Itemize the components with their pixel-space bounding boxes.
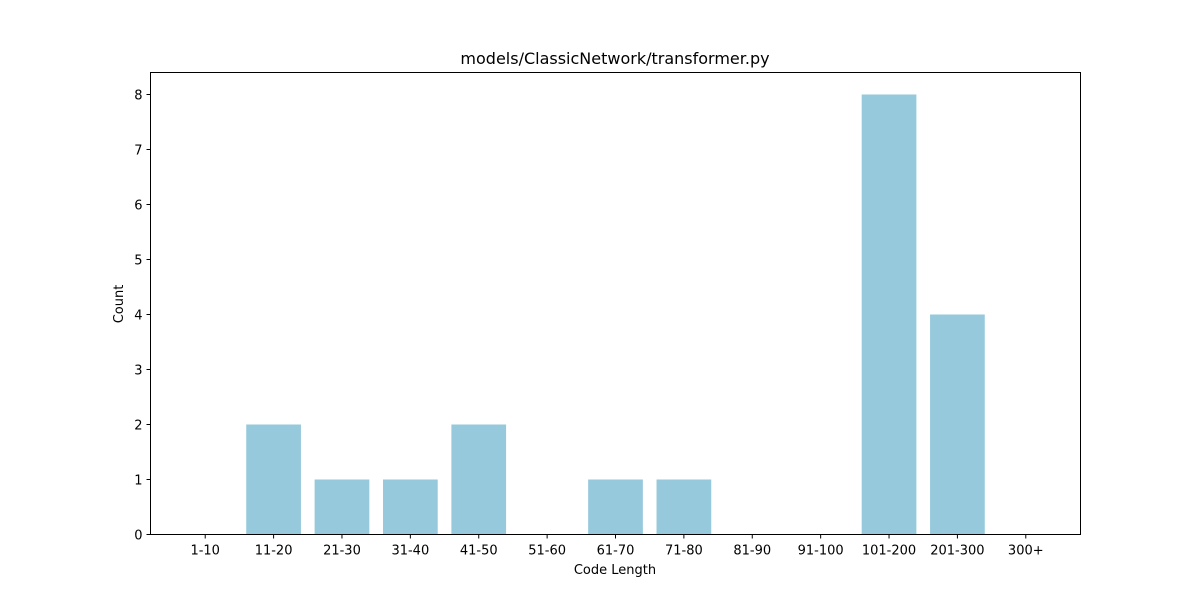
y-tick-label: 6	[134, 199, 142, 214]
y-tick-label: 5	[134, 254, 142, 269]
y-axis-label: Count	[112, 285, 127, 324]
y-tick-label: 2	[134, 419, 142, 434]
y-tick-label: 3	[134, 364, 142, 379]
bar-201-300	[930, 314, 985, 535]
x-tick-label: 71-80	[665, 544, 703, 559]
y-tick-label: 7	[134, 144, 142, 159]
y-axis-ticks: 0 1 2 3 4 5 6 7 8	[134, 89, 151, 544]
bar-21-30	[314, 479, 370, 535]
bar-11-20	[246, 424, 301, 535]
x-tick-label: 31-40	[391, 544, 429, 559]
x-tick-label: 41-50	[460, 544, 498, 559]
x-tick-label: 51-60	[528, 544, 566, 559]
x-tick-label: 101-200	[862, 544, 916, 559]
y-tick-label: 1	[134, 474, 142, 489]
x-tick-label: 201-300	[930, 544, 984, 559]
bar-71-80	[656, 479, 712, 535]
y-tick-label: 0	[134, 529, 142, 544]
bars-group	[246, 94, 985, 535]
x-tick-label: 11-20	[255, 544, 293, 559]
x-tick-label: 81-90	[733, 544, 771, 559]
x-axis-ticks: 1-10 11-20 21-30 31-40 41-50 51-60 61-70 71-80 8…	[190, 534, 1044, 559]
x-tick-label: 1-10	[190, 544, 220, 559]
x-axis-label: Code Length	[574, 563, 656, 578]
plot-area-frame	[150, 72, 1081, 535]
x-tick-label: 300+	[1008, 544, 1044, 559]
x-tick-label: 91-100	[798, 544, 844, 559]
bar-101-200	[861, 94, 917, 535]
chart-title: models/ClassicNetwork/transformer.py	[460, 49, 769, 68]
x-tick-label: 61-70	[597, 544, 635, 559]
x-tick-label: 21-30	[323, 544, 361, 559]
bar-31-40	[383, 479, 438, 535]
y-tick-label: 4	[134, 309, 142, 324]
y-tick-label: 8	[134, 89, 142, 104]
bar-61-70	[588, 479, 643, 535]
bar-41-50	[451, 424, 507, 535]
